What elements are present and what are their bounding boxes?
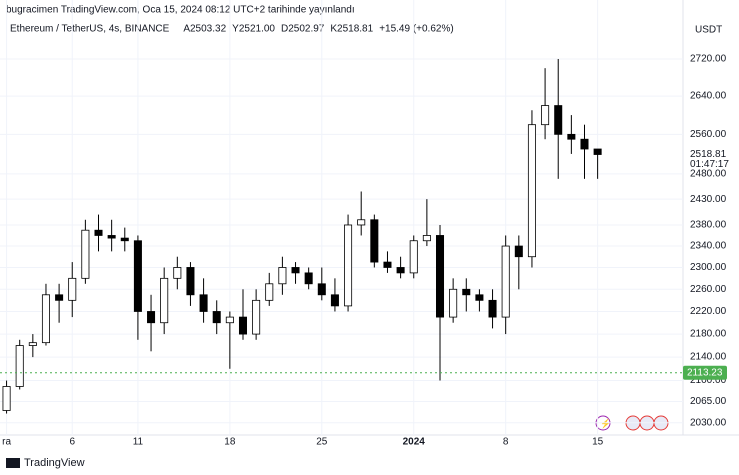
- candle-body: [2, 386, 11, 411]
- candle-body: [383, 261, 392, 268]
- x-tick-label: 2024: [403, 437, 426, 448]
- x-tick-label: 11: [133, 437, 144, 448]
- y-tick-label: 2560.00: [690, 129, 727, 140]
- event-icon-glyph: ⚡: [600, 417, 611, 429]
- x-tick-label: 15: [592, 437, 604, 448]
- candle-body: [199, 294, 208, 312]
- candle-body: [252, 299, 261, 335]
- candle-body: [120, 237, 129, 242]
- last-price: 2518.81: [690, 149, 727, 160]
- y-tick-label: 2480.00: [690, 168, 727, 179]
- legend-value: K2518.81: [330, 24, 373, 35]
- candle-body: [55, 294, 64, 301]
- candle-body: [554, 105, 563, 135]
- countdown: 01:47:17: [690, 159, 729, 170]
- x-tick-label: 6: [69, 437, 75, 448]
- candle-body: [147, 311, 156, 324]
- candle-body: [462, 288, 471, 296]
- y-tick-label: 2100.00: [690, 375, 727, 386]
- candle-body: [212, 311, 221, 324]
- candle-body: [357, 219, 366, 226]
- brand-logo: [6, 458, 20, 468]
- candle-body: [409, 240, 418, 274]
- candle-body: [160, 277, 169, 324]
- legend-value: D2502.97: [281, 24, 325, 35]
- candle-body: [317, 283, 326, 296]
- currency: USDT: [695, 25, 722, 36]
- candle-body: [344, 224, 353, 307]
- y-tick-label: 2720.00: [690, 54, 727, 65]
- candle-body: [15, 345, 24, 387]
- legend-value: Y2521.00: [232, 24, 275, 35]
- candle-body: [396, 267, 405, 274]
- y-tick-label: 2300.00: [690, 262, 727, 273]
- candle-body: [514, 245, 523, 258]
- candle-body: [278, 267, 287, 285]
- hline-label: 2113.23: [687, 367, 723, 378]
- candle-body: [107, 235, 116, 239]
- y-tick-label: 2380.00: [690, 220, 727, 231]
- x-tick-label: ra: [2, 437, 11, 448]
- legend-value: A2503.32: [183, 24, 226, 35]
- brand: TradingView: [24, 457, 85, 469]
- candle-body: [173, 267, 182, 279]
- y-tick-label: 2260.00: [690, 284, 727, 295]
- candle-body: [501, 245, 510, 318]
- legend-symbol: Ethereum / TetherUS, 4s, BINANCE: [10, 24, 170, 35]
- y-tick-label: 2065.00: [690, 396, 727, 407]
- candle-body: [291, 267, 300, 274]
- legend-value: +15.49 (+0.62%): [379, 24, 454, 35]
- candle-body: [133, 240, 142, 312]
- candle-body: [541, 105, 550, 126]
- candle-body: [68, 277, 77, 301]
- candle-body: [475, 294, 484, 301]
- candle-body: [225, 316, 234, 324]
- candle-body: [94, 229, 103, 236]
- candle-body: [330, 294, 339, 307]
- y-tick-label: 2640.00: [690, 91, 727, 102]
- candle-body: [449, 288, 458, 318]
- candle-body: [28, 342, 37, 346]
- x-tick-label: 8: [503, 437, 509, 448]
- y-tick-label: 2180.00: [690, 329, 727, 340]
- candle-body: [593, 148, 602, 155]
- y-tick-label: 2340.00: [690, 241, 727, 252]
- candle-body: [488, 299, 497, 318]
- publish-info: bugracimen TradingView.com, Oca 15, 2024…: [6, 5, 355, 16]
- candle-body: [265, 283, 274, 301]
- hline-label-box: [683, 365, 727, 380]
- x-tick-label: 25: [316, 437, 328, 448]
- y-tick-label: 2430.00: [690, 194, 727, 205]
- candle-body: [370, 219, 379, 263]
- candle-body: [186, 267, 195, 296]
- candle-body: [238, 316, 248, 335]
- x-tick-label: 18: [224, 437, 236, 448]
- y-tick-label: 2220.00: [690, 306, 727, 317]
- y-tick-label: 2030.00: [690, 417, 727, 428]
- candle-body: [435, 235, 445, 318]
- candle-body: [422, 235, 431, 242]
- currency-box: [683, 18, 739, 42]
- candle-body: [304, 272, 313, 285]
- candle-body: [580, 138, 589, 150]
- candle-body: [41, 294, 50, 344]
- candle-body: [81, 229, 90, 279]
- y-tick-label: 2140.00: [690, 352, 727, 363]
- candle-body: [527, 124, 536, 258]
- candle-body: [567, 133, 576, 140]
